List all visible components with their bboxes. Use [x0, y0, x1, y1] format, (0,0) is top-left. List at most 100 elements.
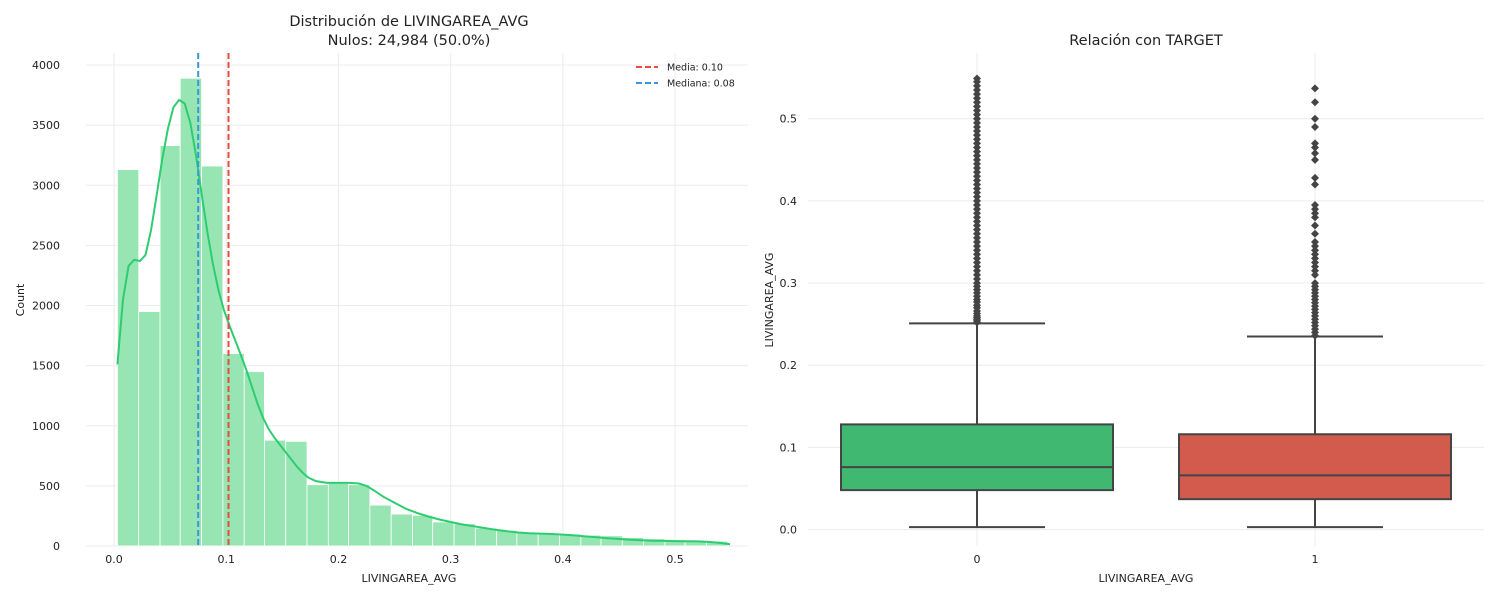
boxplot-x-axis-label: LIVINGAREA_AVG — [1099, 572, 1194, 585]
outlier-point — [973, 176, 981, 185]
outlier-point — [1311, 149, 1319, 158]
kde-line — [116, 98, 731, 546]
boxplot-panel: Relación con TARGET 0.0 0.1 0.2 0.3 0.4 0.5 0… — [763, 33, 1484, 585]
outlier-point — [973, 180, 981, 189]
boxplot-x-tick-label: 1 — [1312, 553, 1319, 566]
outlier-point — [973, 213, 981, 222]
outlier-point — [973, 94, 981, 103]
outlier-point — [973, 270, 981, 279]
outlier-point — [973, 246, 981, 255]
histogram-panel: Distribución de LIVINGAREA_AVG Nulos: 24… — [14, 14, 748, 585]
histogram-legend: Media: 0.10 Mediana: 0.08 — [636, 63, 735, 90]
outlier-point — [1311, 262, 1319, 271]
outlier-point — [973, 217, 981, 226]
outlier-point — [973, 74, 981, 83]
boxplot-title: Relación con TARGET — [1069, 33, 1223, 49]
iqr-box — [840, 423, 1114, 492]
outlier-point — [973, 233, 981, 242]
histogram-y-axis-label: Count — [14, 283, 27, 316]
histogram-y-tick-label: 0 — [53, 540, 60, 553]
histogram-y-tick-label: 500 — [39, 480, 60, 493]
outlier-point — [1311, 254, 1319, 263]
histogram-x-tick-label: 0.0 — [105, 553, 123, 566]
outlier-point — [973, 258, 981, 267]
outlier-point — [973, 250, 981, 259]
outlier-point — [973, 127, 981, 136]
outlier-point — [1311, 270, 1319, 279]
histogram-y-tick-label: 1000 — [32, 420, 60, 433]
outlier-point — [973, 225, 981, 234]
histogram-bar — [474, 527, 498, 547]
histogram-bar — [159, 145, 181, 547]
outlier-point — [1311, 242, 1319, 251]
outlier-point — [1311, 114, 1319, 123]
boxplot-y-tick-label: 0.2 — [780, 359, 798, 372]
outlier-point — [1311, 205, 1319, 214]
iqr-box — [1178, 433, 1452, 501]
legend-label: Media: 0.10 — [667, 63, 723, 74]
histogram-y-tick-label: 2500 — [32, 239, 60, 252]
outlier-point — [973, 131, 981, 140]
outlier-point — [973, 172, 981, 181]
boxplot-y-tick-labels: 0.0 0.1 0.2 0.3 0.4 0.5 — [780, 113, 798, 537]
outlier-point — [973, 122, 981, 131]
histogram-bar — [138, 311, 161, 547]
boxplot-y-tick-label: 0.3 — [780, 277, 798, 290]
boxplot-group-0 — [840, 74, 1114, 529]
outlier-point — [1311, 229, 1319, 238]
histogram-bar — [306, 484, 329, 547]
boxplot-group-1 — [1178, 84, 1452, 529]
outlier-point — [1311, 250, 1319, 259]
histogram-x-tick-label: 0.2 — [330, 553, 348, 566]
histogram-bar — [348, 484, 371, 547]
outlier-point — [1311, 246, 1319, 255]
histogram-x-axis-label: LIVINGAREA_AVG — [362, 572, 457, 585]
outlier-point — [973, 262, 981, 271]
histogram-y-tick-labels: 0 500 1000 1500 2000 2500 3000 3500 4000 — [32, 59, 60, 553]
outlier-point — [973, 201, 981, 210]
outlier-point — [1311, 143, 1319, 152]
histogram-x-tick-label: 0.5 — [666, 553, 684, 566]
boxplot-y-tick-label: 0.4 — [780, 195, 798, 208]
outlier-point — [1311, 84, 1319, 93]
histogram-reference-lines — [197, 53, 230, 546]
outlier-point — [973, 102, 981, 111]
outlier-point — [1311, 155, 1319, 164]
histogram-bar — [201, 165, 224, 547]
outlier-point — [973, 237, 981, 246]
outlier-point — [973, 155, 981, 164]
histogram-bar — [327, 483, 349, 547]
histogram-bar — [369, 504, 392, 547]
outlier-point — [973, 184, 981, 193]
histogram-bar — [243, 371, 265, 547]
histogram-bar — [412, 514, 434, 547]
outlier-point — [973, 143, 981, 152]
outlier-point — [973, 98, 981, 107]
outlier-point — [973, 266, 981, 275]
histogram-kde-curve — [116, 98, 731, 546]
histogram-bar — [264, 439, 287, 547]
outlier-point — [973, 196, 981, 205]
histogram-x-tick-label: 0.1 — [218, 553, 236, 566]
boxplot-y-axis-label: LIVINGAREA_AVG — [763, 253, 776, 348]
outlier-point — [1311, 201, 1319, 210]
outlier-point — [973, 192, 981, 201]
outlier-point — [1311, 98, 1319, 107]
histogram-x-tick-label: 0.4 — [554, 553, 572, 566]
outlier-point — [973, 159, 981, 168]
outlier-point — [1311, 173, 1319, 182]
histogram-bar — [537, 532, 560, 547]
outlier-point — [973, 110, 981, 119]
outlier-point — [973, 81, 981, 90]
histogram-x-tick-label: 0.3 — [442, 553, 460, 566]
histogram-bar — [117, 169, 140, 547]
outlier-point — [973, 90, 981, 99]
outlier-point — [973, 135, 981, 144]
outlier-point — [1311, 279, 1319, 288]
outlier-point — [973, 85, 981, 94]
histogram-bar — [453, 523, 476, 547]
histogram-y-tick-label: 3500 — [32, 119, 60, 132]
histogram-title: Distribución de LIVINGAREA_AVG — [289, 14, 528, 30]
